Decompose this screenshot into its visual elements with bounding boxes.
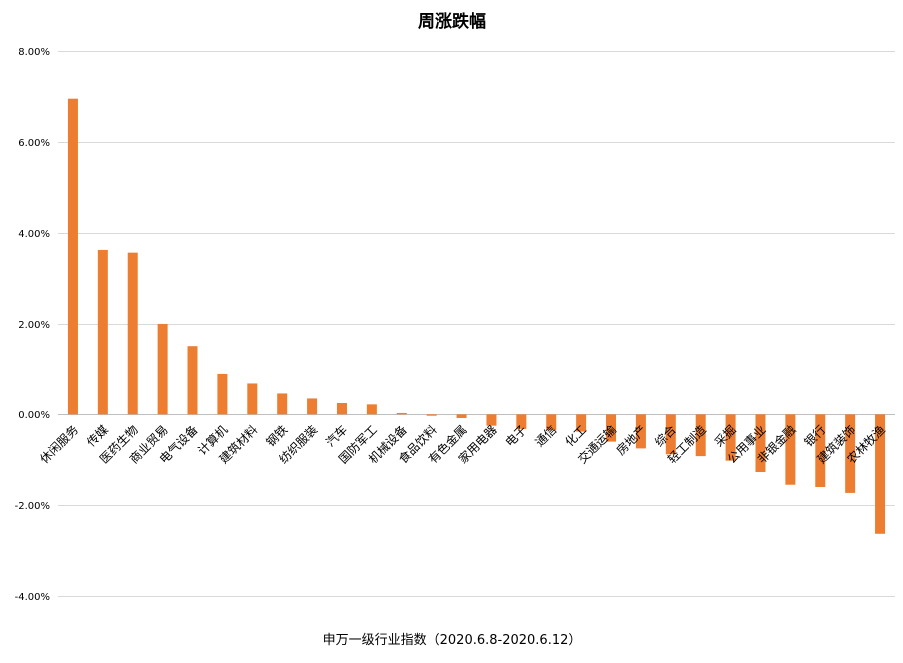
bar <box>546 414 557 431</box>
y-tick-label: -2.00% <box>15 501 50 512</box>
y-tick-label: 8.00% <box>18 47 50 58</box>
gridlines <box>58 51 895 597</box>
bar <box>755 414 766 473</box>
bar <box>247 383 258 415</box>
bar <box>845 414 856 493</box>
bar <box>665 414 676 455</box>
bar <box>785 414 796 485</box>
bar <box>426 414 437 416</box>
bar <box>67 98 78 415</box>
bar <box>486 414 497 426</box>
bar <box>217 373 228 415</box>
bar <box>307 398 318 415</box>
bar <box>576 414 587 432</box>
bar <box>157 323 168 415</box>
bar <box>336 402 347 415</box>
bar <box>815 414 826 487</box>
bar <box>606 414 617 442</box>
bar <box>187 346 198 415</box>
bar <box>875 414 886 534</box>
bar <box>396 412 407 415</box>
category-label: 休闲服务 <box>37 422 82 467</box>
y-tick-label: 2.00% <box>18 320 50 331</box>
bar <box>695 414 706 457</box>
bar <box>97 249 108 415</box>
bar <box>277 393 288 415</box>
y-tick-label: 4.00% <box>18 229 50 240</box>
bar <box>366 404 377 415</box>
y-axis-ticks: 8.00% 6.00% 4.00% 2.00% 0.00% -2.00% -4.00% <box>15 47 50 603</box>
bar <box>127 252 138 415</box>
y-tick-label: -4.00% <box>15 592 50 603</box>
bar <box>456 414 467 418</box>
x-axis-label: 申万一级行业指数（2020.6.8-2020.6.12） <box>323 633 582 648</box>
bars <box>67 98 886 534</box>
bar <box>635 414 646 449</box>
bar <box>725 414 736 461</box>
chart-title: 周涨跌幅 <box>418 11 486 32</box>
y-tick-label: 0.00% <box>18 410 50 421</box>
y-tick-label: 6.00% <box>18 138 50 149</box>
bar <box>516 414 527 429</box>
